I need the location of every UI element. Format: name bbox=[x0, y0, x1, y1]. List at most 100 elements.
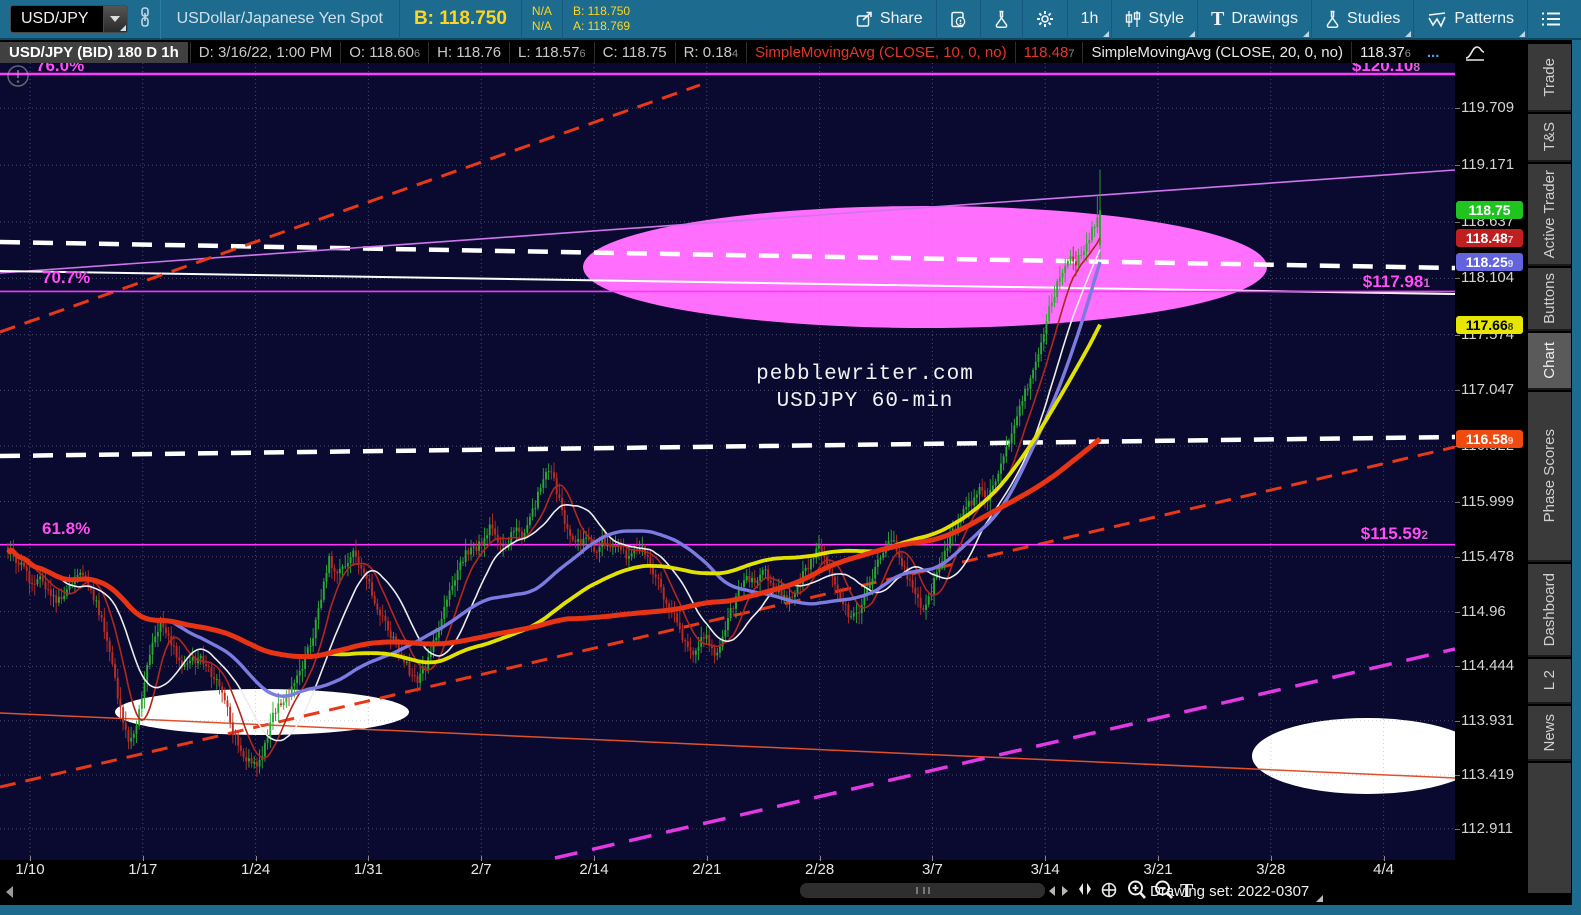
analyze-button[interactable] bbox=[979, 0, 1022, 39]
chart-canvas[interactable] bbox=[0, 63, 1455, 860]
drawings-button[interactable]: T Drawings bbox=[1197, 0, 1311, 39]
price-label-119.171: 119.171 bbox=[1461, 156, 1515, 174]
zoom-in-icon[interactable] bbox=[1126, 879, 1148, 906]
menu-button[interactable] bbox=[1527, 0, 1581, 39]
header-low: L: 118.576 bbox=[509, 42, 594, 63]
sma20-label[interactable]: SimpleMovingAvg (CLOSE, 20, 0, no) bbox=[1082, 42, 1351, 63]
date-label-1/10: 1/10 bbox=[15, 861, 45, 878]
date-label-2/28: 2/28 bbox=[804, 861, 835, 878]
bottom-edge-strip bbox=[0, 905, 1581, 915]
hamburger-menu-icon bbox=[1542, 12, 1560, 26]
date-label-1/24: 1/24 bbox=[240, 861, 271, 878]
bid-ask-column: B: 118.750 A: 118.769 bbox=[561, 0, 640, 39]
sidebar-tab-chart[interactable]: Chart bbox=[1528, 333, 1571, 390]
drawing-tool-icon[interactable] bbox=[1458, 42, 1492, 63]
bid-price-large: B: 118.750 bbox=[413, 8, 507, 29]
gear-icon bbox=[1036, 11, 1053, 27]
sidebar-tab-phase-scores[interactable]: Phase Scores bbox=[1528, 392, 1571, 562]
move-crosshair-icon[interactable] bbox=[1100, 881, 1118, 904]
step-right-icon[interactable] bbox=[1062, 886, 1068, 896]
clipboard-info-icon bbox=[950, 11, 965, 27]
patterns-icon bbox=[1428, 11, 1447, 28]
info-circle-icon bbox=[7, 65, 29, 87]
na-column: N/A N/A bbox=[520, 0, 562, 39]
share-icon bbox=[856, 11, 872, 27]
price-axis[interactable]: 119.709 119.171 118.637 118.104 117.574 117.0… bbox=[1455, 40, 1526, 905]
price-label-115.478: 115.478 bbox=[1461, 547, 1515, 565]
text-tool-icon[interactable]: T bbox=[1180, 880, 1194, 902]
top-toolbar: USD/JPY USDollar/Japanese Yen Spot B: 11… bbox=[0, 0, 1581, 40]
sidebar-filler bbox=[1528, 763, 1571, 893]
date-label-2/21: 2/21 bbox=[692, 861, 722, 878]
date-label-3/14: 3/14 bbox=[1030, 861, 1060, 878]
studies-flask-icon bbox=[1326, 10, 1339, 28]
drawings-t-icon: T bbox=[1211, 7, 1225, 30]
ma-line-ma-mid bbox=[6, 261, 1102, 698]
sidebar-tab-news[interactable]: News bbox=[1528, 706, 1571, 761]
date-label-4/4: 4/4 bbox=[1373, 861, 1395, 878]
toolbar-buttons: Share 1h Style T Drawings bbox=[843, 0, 1581, 39]
style-button[interactable]: Style bbox=[1111, 0, 1197, 39]
ma-line-ma-slowest bbox=[6, 437, 1102, 660]
pink-highlight bbox=[583, 206, 1267, 328]
flask-icon bbox=[995, 10, 1008, 28]
interval-button[interactable]: 1h bbox=[1066, 0, 1112, 39]
sidebar-tab-l-2[interactable]: L 2 bbox=[1528, 659, 1571, 704]
zoom-out-icon[interactable] bbox=[1153, 879, 1175, 906]
price-badge-117.668: 117.668 bbox=[1456, 315, 1523, 334]
header-more[interactable]: ... bbox=[1426, 44, 1440, 61]
scroll-left-arrow[interactable] bbox=[6, 886, 13, 898]
sidebar-tab-t-s[interactable]: T&S bbox=[1528, 114, 1571, 162]
date-label-1/31: 1/31 bbox=[353, 861, 383, 878]
right-edge-strip bbox=[1572, 0, 1581, 915]
bid-small: B: 118.750 bbox=[572, 4, 631, 18]
header-open: O: 118.606 bbox=[340, 42, 428, 63]
date-label-2/14: 2/14 bbox=[579, 861, 609, 878]
candlestick-chart[interactable] bbox=[0, 63, 1455, 860]
notes-button[interactable] bbox=[935, 0, 980, 39]
header-range: R: 0.184 bbox=[674, 42, 747, 63]
trendline-white-dashed-upper bbox=[0, 239, 1455, 271]
symbol-selector[interactable]: USD/JPY bbox=[10, 5, 128, 33]
step-left-icon[interactable] bbox=[1049, 886, 1055, 896]
symbol-description: USDollar/Japanese Yen Spot bbox=[159, 0, 400, 39]
price-label-115.999: 115.999 bbox=[1461, 492, 1515, 510]
price-badge-118.487: 118.487 bbox=[1456, 228, 1523, 247]
patterns-button[interactable]: Patterns bbox=[1413, 0, 1527, 39]
sidebar-tab-dashboard[interactable]: Dashboard bbox=[1528, 564, 1571, 657]
symbol-dropdown-button[interactable] bbox=[102, 6, 127, 32]
ask-small: A: 118.769 bbox=[572, 19, 631, 33]
trendline-red-dashed-lower bbox=[0, 445, 1455, 789]
settings-button[interactable] bbox=[1021, 0, 1067, 39]
sidebar-tab-trade[interactable]: Trade bbox=[1528, 44, 1571, 112]
date-label-2/7: 2/7 bbox=[470, 861, 492, 878]
sidebar-tab-buttons[interactable]: Buttons bbox=[1528, 268, 1571, 331]
price-badge-118.259: 118.259 bbox=[1456, 252, 1523, 271]
sma10-value: 118.487 bbox=[1014, 42, 1083, 63]
date-axis[interactable]: 1/10 1/17 1/24 1/31 2/7 2/14 2/21 2/28 3/7 3/14 3/… bbox=[0, 856, 1455, 878]
trendline-purple-rising bbox=[0, 169, 1455, 274]
chart-header-strip: USD/JPY (BID) 180 D 1h D: 3/16/22, 1:00 … bbox=[0, 42, 1526, 63]
studies-button[interactable]: Studies bbox=[1311, 0, 1413, 39]
price-label-113.931: 113.931 bbox=[1461, 711, 1515, 729]
pan-icon[interactable] bbox=[1076, 881, 1094, 902]
header-datetime: D: 3/16/22, 1:00 PM bbox=[189, 42, 340, 63]
date-label-3/28: 3/28 bbox=[1256, 861, 1286, 878]
share-button[interactable]: Share bbox=[843, 0, 936, 39]
header-high: H: 118.76 bbox=[428, 42, 509, 63]
price-label-112.911: 112.911 bbox=[1461, 819, 1513, 837]
date-label-3/7: 3/7 bbox=[921, 861, 943, 878]
grid bbox=[0, 63, 1455, 860]
trendline-magenta-dashed bbox=[554, 647, 1455, 860]
header-close: C: 118.75 bbox=[593, 42, 675, 63]
trendline-white-solid bbox=[0, 270, 1455, 295]
drawing-set-label[interactable]: Drawing set: 2022-0307 bbox=[1150, 883, 1324, 902]
link-icon[interactable] bbox=[138, 6, 152, 32]
sidebar-tab-active-trader[interactable]: Active Trader bbox=[1528, 164, 1571, 266]
horizontal-scrollbar[interactable] bbox=[800, 883, 1045, 898]
date-label-1/17: 1/17 bbox=[128, 861, 158, 878]
price-label-114.444: 114.444 bbox=[1461, 657, 1515, 675]
price-label-114.96: 114.96 bbox=[1461, 602, 1506, 620]
sma10-label[interactable]: SimpleMovingAvg (CLOSE, 10, 0, no) bbox=[746, 42, 1015, 63]
